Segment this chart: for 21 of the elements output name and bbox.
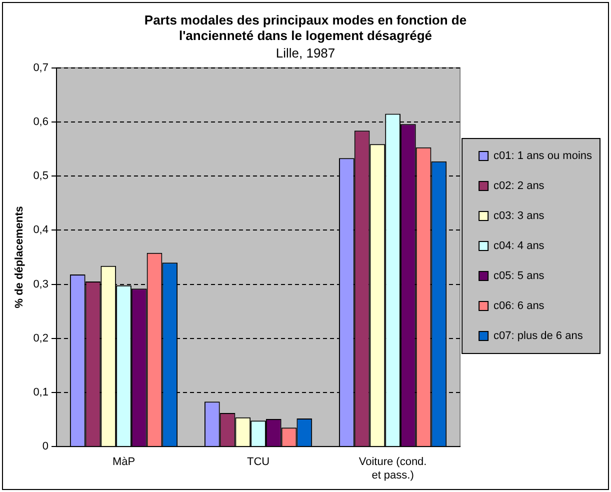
legend-label: c07: plus de 6 ans: [494, 330, 584, 342]
y-tick-label: 0,4: [33, 224, 48, 236]
y-axis-title: % de déplacements: [14, 206, 26, 308]
legend-label: c06: 6 ans: [494, 300, 545, 312]
x-tick-label: MàP: [112, 456, 136, 468]
y-tick-label: 0,3: [33, 278, 48, 290]
legend-label: c04: 4 ans: [494, 240, 545, 252]
legend-label: c03: 3 ans: [494, 210, 545, 222]
y-tick-label: 0,7: [33, 62, 48, 74]
y-tick-label: 0,2: [33, 332, 48, 344]
y-tick-label: 0,5: [33, 170, 48, 182]
chart-title: Parts modales des principaux modes en fonction de l'ancienneté dans le logement désagrégé: [144, 12, 467, 43]
x-tick-label: TCU: [246, 456, 270, 468]
legend-label: c05: 5 ans: [494, 270, 545, 282]
x-tick-label: Voiture (cond. et pass.): [358, 456, 427, 482]
y-tick-label: 0: [42, 440, 48, 453]
legend-label: c01: 1 ans ou moins: [494, 150, 592, 162]
y-tick-label: 0,6: [33, 116, 48, 128]
legend-label: c02: 2 ans: [494, 180, 545, 192]
chart-subtitle: Lille, 1987: [276, 46, 336, 61]
y-tick-label: 0,1: [33, 386, 48, 399]
